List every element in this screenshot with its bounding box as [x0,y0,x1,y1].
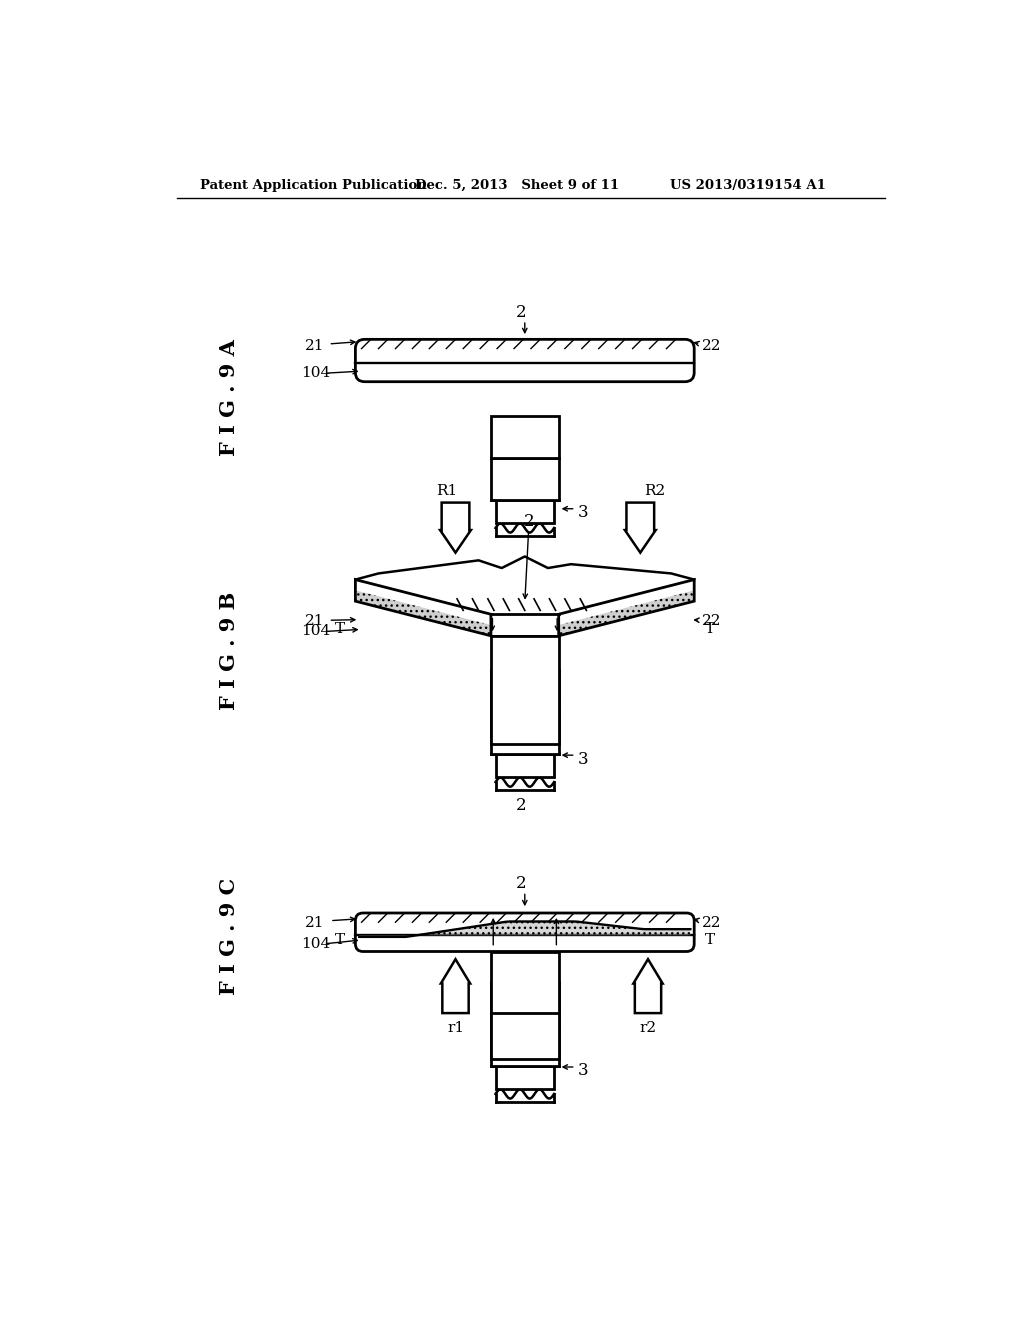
Text: US 2013/0319154 A1: US 2013/0319154 A1 [670,178,825,191]
Text: 21: 21 [305,338,325,352]
FancyBboxPatch shape [355,913,694,952]
Polygon shape [355,590,490,636]
Bar [496,500,554,524]
Text: 22: 22 [701,916,721,929]
FancyBboxPatch shape [355,339,694,381]
Text: 22: 22 [701,614,721,628]
Text: 104: 104 [301,624,331,639]
Text: 2: 2 [516,304,526,321]
Text: T: T [705,622,715,636]
Text: Dec. 5, 2013   Sheet 9 of 11: Dec. 5, 2013 Sheet 9 of 11 [416,178,620,191]
Text: 22: 22 [701,338,721,352]
Polygon shape [559,590,694,636]
Polygon shape [441,960,470,1014]
Text: r2: r2 [639,1022,656,1035]
Polygon shape [359,921,690,937]
Text: 2: 2 [523,513,534,531]
Text: 104: 104 [301,366,331,380]
Text: Patent Application Publication: Patent Application Publication [200,178,427,191]
Text: T: T [705,933,715,946]
Text: F I G . 9 B: F I G . 9 B [219,593,240,710]
Bar [496,755,554,777]
Text: 21: 21 [305,614,325,628]
Bar [490,711,559,755]
Text: 3: 3 [578,751,589,767]
Text: 3: 3 [578,504,589,521]
Text: T: T [335,933,345,946]
Text: 2: 2 [516,875,526,892]
Text: 2: 2 [516,797,526,813]
Bar [490,982,559,1024]
Bar [490,416,559,458]
Text: F I G . 9 A: F I G . 9 A [219,339,240,455]
Bar [490,636,559,743]
Text: r1: r1 [446,1022,464,1035]
Text: R1: R1 [436,484,458,498]
Bar [490,1024,559,1067]
Text: R2: R2 [644,484,666,498]
Polygon shape [625,503,655,553]
Polygon shape [634,960,663,1014]
Bar [496,1067,554,1089]
Text: F I G . 9 C: F I G . 9 C [219,878,240,995]
Text: 21: 21 [305,916,325,929]
Bar [490,458,559,500]
Polygon shape [440,503,471,553]
Text: 3: 3 [578,1063,589,1080]
Bar [490,952,559,1059]
Text: T: T [335,622,345,636]
Text: 104: 104 [301,937,331,950]
Bar [490,669,559,711]
